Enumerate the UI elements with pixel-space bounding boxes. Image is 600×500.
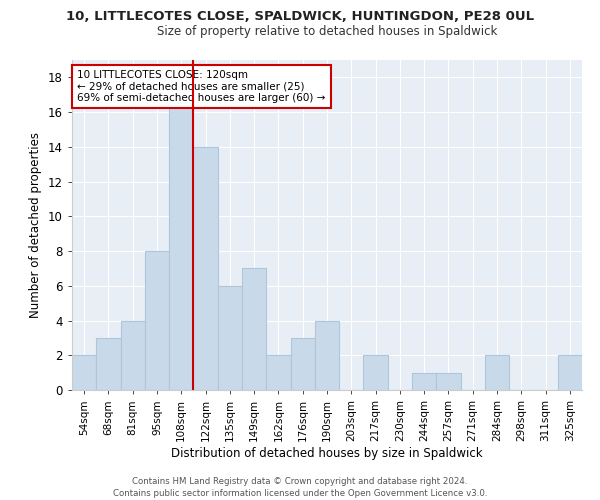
Text: 10, LITTLECOTES CLOSE, SPALDWICK, HUNTINGDON, PE28 0UL: 10, LITTLECOTES CLOSE, SPALDWICK, HUNTIN…	[66, 10, 534, 23]
Bar	[72, 356, 96, 390]
Bar	[121, 320, 145, 390]
Bar	[145, 251, 169, 390]
Bar	[169, 78, 193, 390]
Bar	[193, 147, 218, 390]
Bar	[266, 356, 290, 390]
Bar	[242, 268, 266, 390]
Bar	[315, 320, 339, 390]
Bar	[485, 356, 509, 390]
Bar	[412, 372, 436, 390]
Text: Contains HM Land Registry data © Crown copyright and database right 2024.
Contai: Contains HM Land Registry data © Crown c…	[113, 476, 487, 498]
Bar	[96, 338, 121, 390]
Text: 10 LITTLECOTES CLOSE: 120sqm
← 29% of detached houses are smaller (25)
69% of se: 10 LITTLECOTES CLOSE: 120sqm ← 29% of de…	[77, 70, 325, 103]
Bar	[558, 356, 582, 390]
X-axis label: Distribution of detached houses by size in Spaldwick: Distribution of detached houses by size …	[171, 446, 483, 460]
Y-axis label: Number of detached properties: Number of detached properties	[29, 132, 43, 318]
Bar	[364, 356, 388, 390]
Bar	[436, 372, 461, 390]
Bar	[218, 286, 242, 390]
Title: Size of property relative to detached houses in Spaldwick: Size of property relative to detached ho…	[157, 25, 497, 38]
Bar	[290, 338, 315, 390]
